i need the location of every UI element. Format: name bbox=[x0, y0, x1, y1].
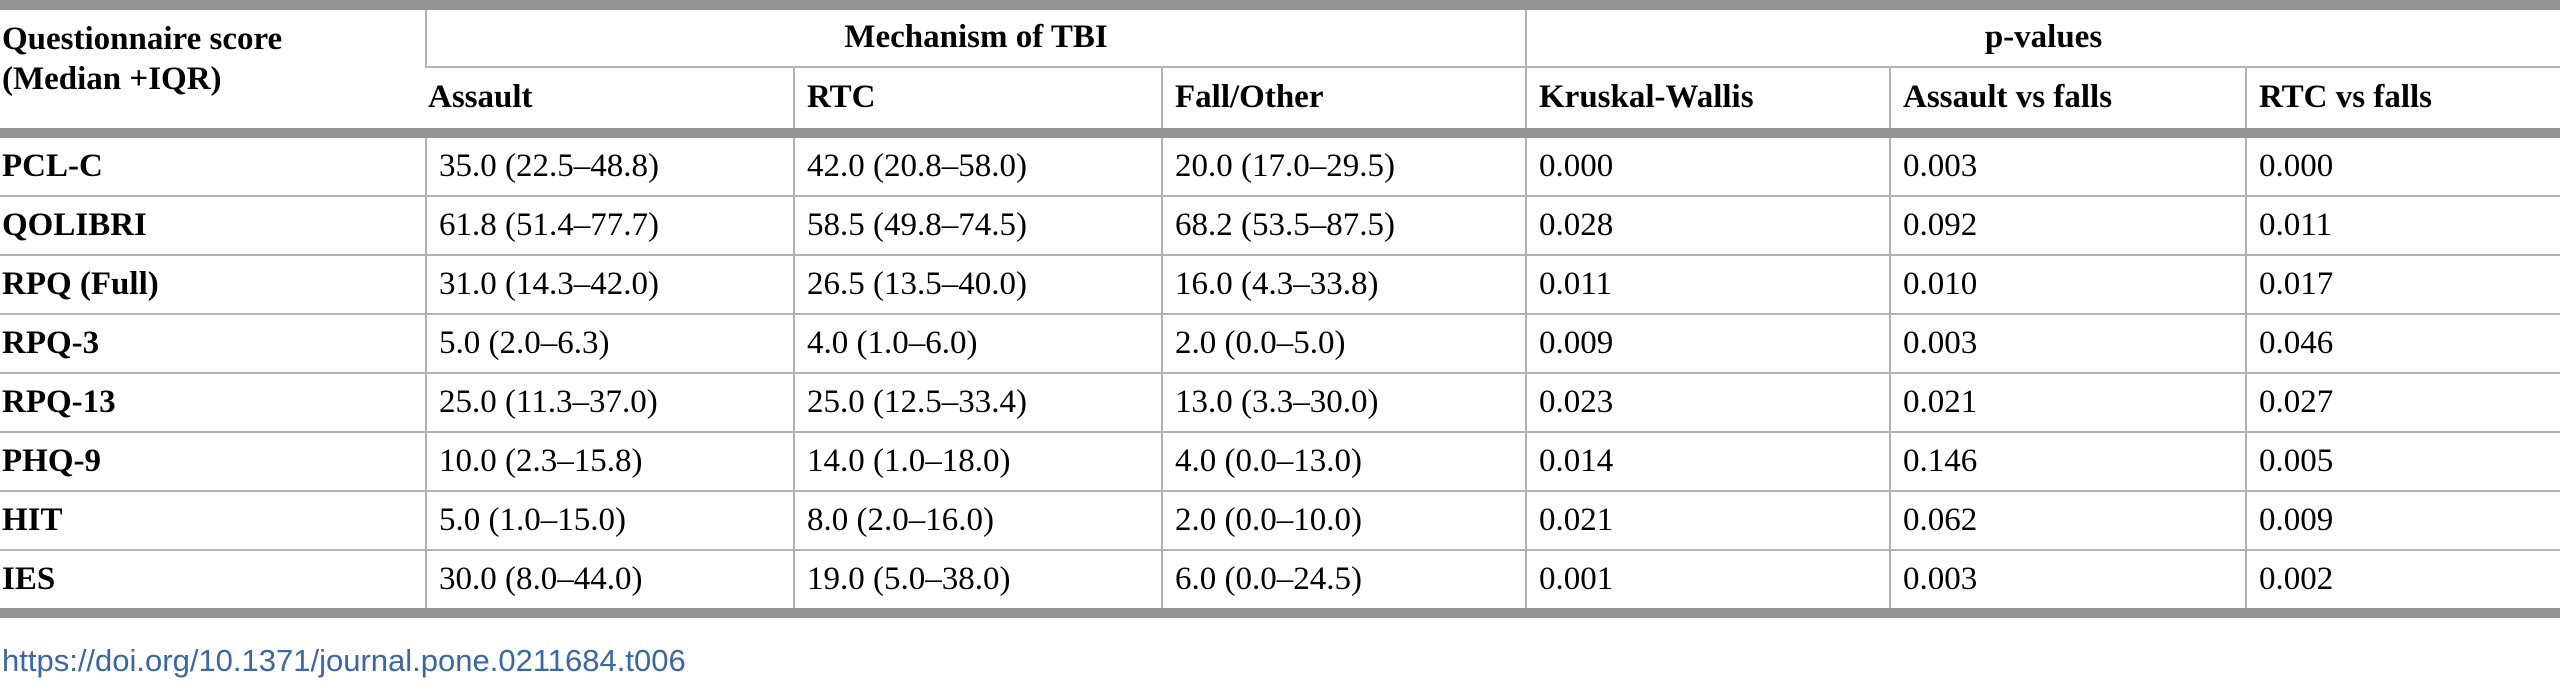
table-cell: 0.002 bbox=[2245, 550, 2560, 618]
table-body: PCL-C 35.0 (22.5–48.8) 42.0 (20.8–58.0) … bbox=[0, 133, 2560, 618]
table-cell: 0.003 bbox=[1889, 314, 2246, 374]
results-table: Questionnaire score (Median +IQR) Mechan… bbox=[0, 0, 2560, 618]
table-cell: 5.0 (1.0–15.0) bbox=[425, 491, 794, 551]
table-row: RPQ (Full) 31.0 (14.3–42.0) 26.5 (13.5–4… bbox=[0, 255, 2560, 315]
table-cell: 0.027 bbox=[2245, 373, 2560, 433]
column-header-rtc: RTC bbox=[793, 67, 1162, 138]
table-cell: 26.5 (13.5–40.0) bbox=[793, 255, 1162, 315]
row-label: PCL-C bbox=[0, 133, 426, 197]
table-cell: 13.0 (3.3–30.0) bbox=[1161, 373, 1526, 433]
table-cell: 0.146 bbox=[1889, 432, 2246, 492]
table-cell: 4.0 (0.0–13.0) bbox=[1161, 432, 1526, 492]
table-row: PHQ-9 10.0 (2.3–15.8) 14.0 (1.0–18.0) 4.… bbox=[0, 432, 2560, 492]
column-header-kruskal-wallis: Kruskal-Wallis bbox=[1525, 67, 1890, 138]
table-cell: 8.0 (2.0–16.0) bbox=[793, 491, 1162, 551]
results-table-container: Questionnaire score (Median +IQR) Mechan… bbox=[0, 0, 2560, 618]
table-row: PCL-C 35.0 (22.5–48.8) 42.0 (20.8–58.0) … bbox=[0, 133, 2560, 197]
table-cell: 31.0 (14.3–42.0) bbox=[425, 255, 794, 315]
group-header-pvalues: p-values bbox=[1525, 0, 2560, 68]
table-cell: 19.0 (5.0–38.0) bbox=[793, 550, 1162, 618]
table-cell: 25.0 (11.3–37.0) bbox=[425, 373, 794, 433]
row-label: IES bbox=[0, 550, 426, 618]
column-header-fall-other: Fall/Other bbox=[1161, 67, 1526, 138]
table-row: RPQ-3 5.0 (2.0–6.3) 4.0 (1.0–6.0) 2.0 (0… bbox=[0, 314, 2560, 374]
table-cell: 0.009 bbox=[2245, 491, 2560, 551]
table-cell: 68.2 (53.5–87.5) bbox=[1161, 196, 1526, 256]
table-cell: 4.0 (1.0–6.0) bbox=[793, 314, 1162, 374]
row-label: RPQ-13 bbox=[0, 373, 426, 433]
table-cell: 0.014 bbox=[1525, 432, 1890, 492]
table-row: RPQ-13 25.0 (11.3–37.0) 25.0 (12.5–33.4)… bbox=[0, 373, 2560, 433]
table-cell: 0.011 bbox=[2245, 196, 2560, 256]
table-cell: 0.000 bbox=[1525, 133, 1890, 197]
table-cell: 61.8 (51.4–77.7) bbox=[425, 196, 794, 256]
table-cell: 6.0 (0.0–24.5) bbox=[1161, 550, 1526, 618]
column-header-rtc-vs-falls: RTC vs falls bbox=[2245, 67, 2560, 138]
column-header-assault-vs-falls: Assault vs falls bbox=[1889, 67, 2246, 138]
table-cell: 0.092 bbox=[1889, 196, 2246, 256]
table-cell: 35.0 (22.5–48.8) bbox=[425, 133, 794, 197]
row-label: RPQ-3 bbox=[0, 314, 426, 374]
table-cell: 25.0 (12.5–33.4) bbox=[793, 373, 1162, 433]
table-cell: 0.010 bbox=[1889, 255, 2246, 315]
row-label: PHQ-9 bbox=[0, 432, 426, 492]
table-cell: 30.0 (8.0–44.0) bbox=[425, 550, 794, 618]
header-row-columns: Assault RTC Fall/Other Kruskal-Wallis As… bbox=[0, 67, 2560, 138]
doi-link[interactable]: https://doi.org/10.1371/journal.pone.021… bbox=[2, 643, 686, 678]
row-label: QOLIBRI bbox=[0, 196, 426, 256]
table-cell: 14.0 (1.0–18.0) bbox=[793, 432, 1162, 492]
table-cell: 0.003 bbox=[1889, 550, 2246, 618]
table-cell: 0.017 bbox=[2245, 255, 2560, 315]
row-label: HIT bbox=[0, 491, 426, 551]
table-cell: 10.0 (2.3–15.8) bbox=[425, 432, 794, 492]
stub-header-line-1: Questionnaire score bbox=[2, 21, 283, 57]
table-cell: 0.005 bbox=[2245, 432, 2560, 492]
table-cell: 0.021 bbox=[1889, 373, 2246, 433]
table-cell: 5.0 (2.0–6.3) bbox=[425, 314, 794, 374]
table-cell: 0.062 bbox=[1889, 491, 2246, 551]
table-cell: 2.0 (0.0–5.0) bbox=[1161, 314, 1526, 374]
table-cell: 58.5 (49.8–74.5) bbox=[793, 196, 1162, 256]
table-cell: 0.011 bbox=[1525, 255, 1890, 315]
column-header-assault: Assault bbox=[426, 67, 794, 138]
table-row: HIT 5.0 (1.0–15.0) 8.0 (2.0–16.0) 2.0 (0… bbox=[0, 491, 2560, 551]
table-cell: 0.009 bbox=[1525, 314, 1890, 374]
row-label: RPQ (Full) bbox=[0, 255, 426, 315]
table-cell: 2.0 (0.0–10.0) bbox=[1161, 491, 1526, 551]
table-header: Questionnaire score (Median +IQR) Mechan… bbox=[0, 0, 2560, 138]
table-cell: 0.023 bbox=[1525, 373, 1890, 433]
table-cell: 16.0 (4.3–33.8) bbox=[1161, 255, 1526, 315]
stub-header-line-2: (Median +IQR) bbox=[2, 60, 222, 97]
table-cell: 0.003 bbox=[1889, 133, 2246, 197]
table-cell: 0.021 bbox=[1525, 491, 1890, 551]
table-cell: 20.0 (17.0–29.5) bbox=[1161, 133, 1526, 197]
stub-header: Questionnaire score (Median +IQR) bbox=[0, 0, 426, 138]
table-cell: 42.0 (20.8–58.0) bbox=[793, 133, 1162, 197]
table-row: IES 30.0 (8.0–44.0) 19.0 (5.0–38.0) 6.0 … bbox=[0, 550, 2560, 618]
table-cell: 0.028 bbox=[1525, 196, 1890, 256]
table-cell: 0.001 bbox=[1525, 550, 1890, 618]
group-header-mechanism: Mechanism of TBI bbox=[425, 0, 1526, 68]
table-row: QOLIBRI 61.8 (51.4–77.7) 58.5 (49.8–74.5… bbox=[0, 196, 2560, 256]
header-row-groups: Questionnaire score (Median +IQR) Mechan… bbox=[0, 0, 2560, 138]
table-cell: 0.000 bbox=[2245, 133, 2560, 197]
table-cell: 0.046 bbox=[2245, 314, 2560, 374]
